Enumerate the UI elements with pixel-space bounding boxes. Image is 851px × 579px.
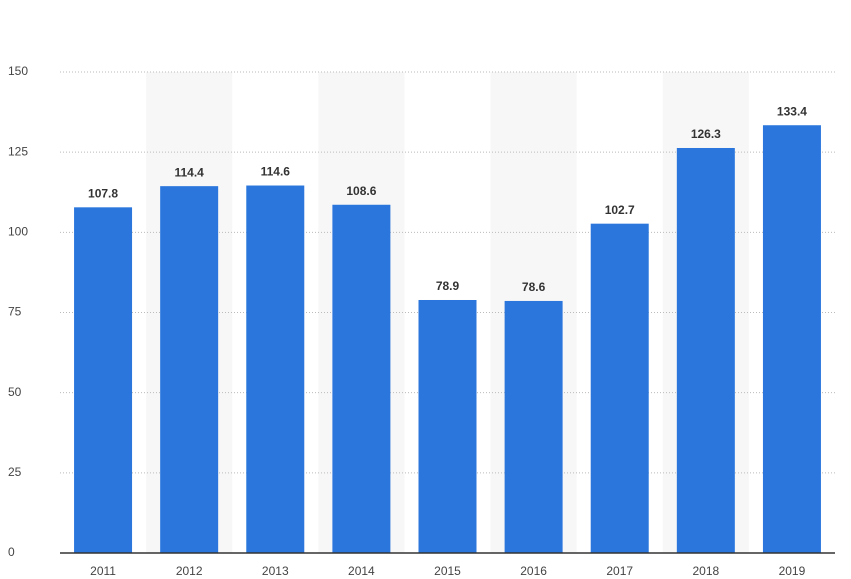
value-label: 126.3 (691, 127, 721, 141)
bar (418, 299, 477, 553)
bar (676, 147, 735, 554)
x-tick-label: 2016 (520, 564, 547, 578)
value-label: 114.6 (261, 165, 291, 179)
bar (762, 125, 821, 554)
x-tick-label: 2014 (348, 564, 375, 578)
bar (332, 204, 391, 554)
bar (246, 185, 305, 554)
value-label: 107.8 (88, 186, 118, 200)
value-label: 114.4 (174, 165, 204, 179)
y-tick-label: 50 (8, 385, 22, 399)
value-label: 78.9 (436, 279, 460, 293)
x-tick-label: 2012 (176, 564, 203, 578)
y-tick-label: 125 (8, 144, 28, 158)
bar (590, 223, 649, 553)
bar (160, 186, 219, 553)
x-tick-label: 2017 (606, 564, 633, 578)
x-tick-label: 2011 (90, 564, 116, 578)
bar (504, 300, 563, 553)
y-tick-label: 25 (8, 465, 22, 479)
x-tick-label: 2013 (262, 564, 289, 578)
y-tick-label: 100 (8, 225, 28, 239)
value-label: 78.6 (522, 280, 546, 294)
value-label: 108.6 (346, 184, 376, 198)
y-tick-label: 0 (8, 545, 15, 559)
value-label: 133.4 (777, 104, 807, 118)
x-tick-label: 2019 (779, 564, 806, 578)
y-tick-label: 150 (8, 64, 28, 78)
value-label: 102.7 (605, 203, 635, 217)
y-tick-label: 75 (8, 305, 22, 319)
bar (74, 207, 133, 553)
x-tick-label: 2018 (692, 564, 719, 578)
x-tick-label: 2015 (434, 564, 461, 578)
